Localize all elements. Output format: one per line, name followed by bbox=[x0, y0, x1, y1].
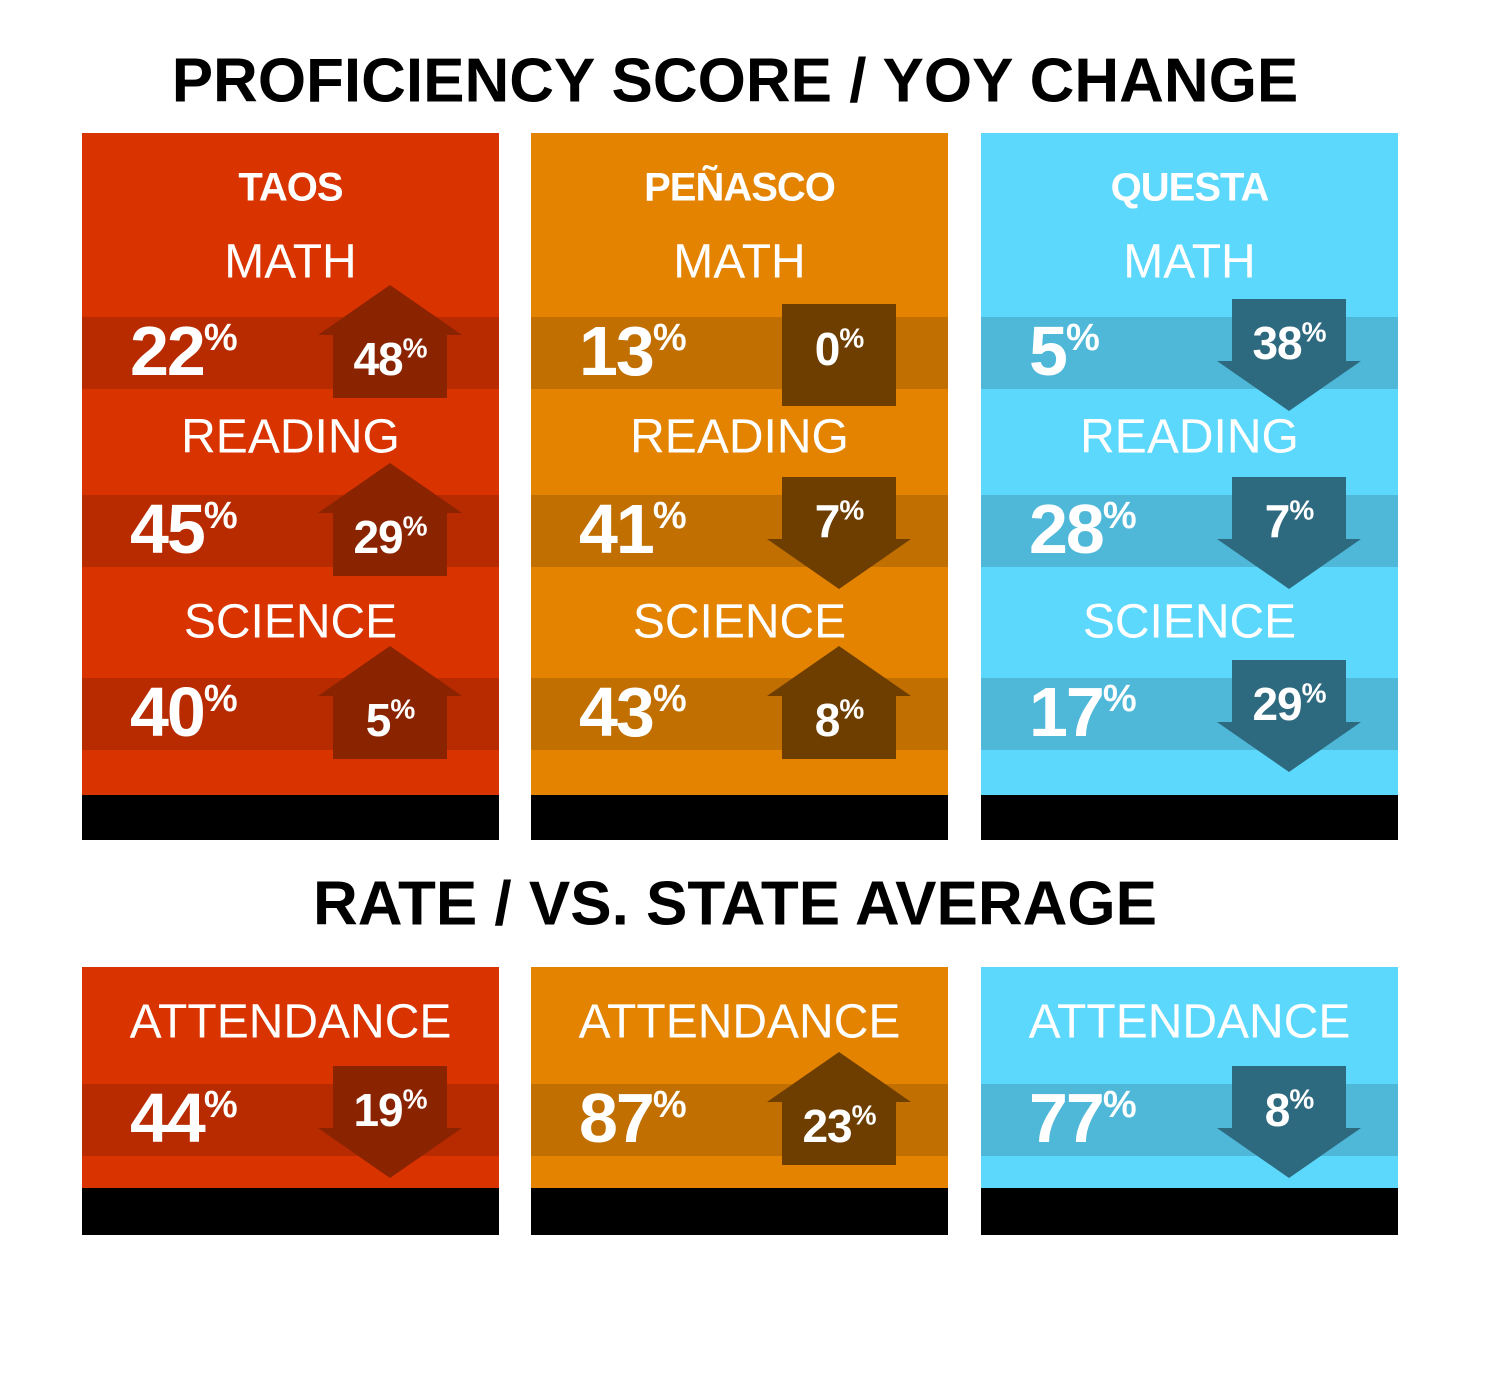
arrow-down bbox=[1217, 660, 1361, 772]
arrow-up bbox=[767, 646, 911, 759]
subject-label: ATTENDANCE bbox=[579, 996, 901, 1049]
change-value: 38% bbox=[1252, 317, 1326, 369]
arrow-up bbox=[767, 1052, 911, 1165]
score: 40% bbox=[130, 673, 237, 751]
change-box bbox=[782, 304, 896, 406]
score: 41% bbox=[579, 490, 686, 568]
school-name: TAOS bbox=[238, 166, 342, 210]
score: 43% bbox=[579, 673, 686, 751]
panel-footer bbox=[981, 795, 1398, 840]
score: 5% bbox=[1029, 312, 1099, 390]
score: 28% bbox=[1029, 490, 1136, 568]
arrow-down bbox=[1217, 477, 1361, 589]
change-value: 23% bbox=[802, 1100, 876, 1152]
subject-label: MATH bbox=[673, 236, 805, 289]
change-value: 7% bbox=[815, 495, 865, 547]
school-name: PEÑASCO bbox=[644, 164, 835, 210]
subject-label: READING bbox=[181, 411, 400, 464]
score: 45% bbox=[130, 490, 237, 568]
panel-footer bbox=[82, 1188, 499, 1235]
change-value: 0% bbox=[815, 323, 865, 375]
panel-footer bbox=[82, 795, 499, 840]
subject-label: MATH bbox=[224, 236, 356, 289]
subject-label: ATTENDANCE bbox=[130, 996, 452, 1049]
section-title: RATE / VS. STATE AVERAGE bbox=[313, 869, 1157, 938]
panel-footer bbox=[531, 1188, 948, 1235]
score: 77% bbox=[1029, 1079, 1136, 1157]
panel-footer bbox=[981, 1188, 1398, 1235]
score: 44% bbox=[130, 1079, 237, 1157]
subject-label: SCIENCE bbox=[633, 596, 846, 649]
school-name: QUESTA bbox=[1111, 166, 1269, 210]
subject-label: READING bbox=[630, 411, 849, 464]
arrow-down bbox=[1217, 1066, 1361, 1178]
score: 13% bbox=[579, 312, 686, 390]
arrow-up bbox=[318, 285, 462, 398]
subject-label: MATH bbox=[1123, 236, 1255, 289]
change-value: 8% bbox=[1265, 1084, 1315, 1136]
change-value: 19% bbox=[353, 1084, 427, 1136]
panel-footer bbox=[531, 795, 948, 840]
score: 17% bbox=[1029, 673, 1136, 751]
subject-label: SCIENCE bbox=[184, 596, 397, 649]
score: 87% bbox=[579, 1079, 686, 1157]
change-value: 48% bbox=[353, 333, 427, 385]
arrow-down bbox=[767, 477, 911, 589]
score: 22% bbox=[130, 312, 237, 390]
subject-label: ATTENDANCE bbox=[1029, 996, 1351, 1049]
main-title: PROFICIENCY SCORE / YOY CHANGE bbox=[172, 46, 1299, 115]
change-value: 8% bbox=[815, 694, 865, 746]
arrow-up bbox=[318, 646, 462, 759]
arrow-down bbox=[318, 1066, 462, 1178]
arrow-up bbox=[318, 463, 462, 576]
change-value: 7% bbox=[1265, 495, 1315, 547]
change-value: 29% bbox=[353, 511, 427, 563]
change-value: 29% bbox=[1252, 678, 1326, 730]
change-value: 5% bbox=[366, 694, 416, 746]
subject-label: READING bbox=[1080, 411, 1299, 464]
subject-label: SCIENCE bbox=[1083, 596, 1296, 649]
arrow-down bbox=[1217, 299, 1361, 411]
